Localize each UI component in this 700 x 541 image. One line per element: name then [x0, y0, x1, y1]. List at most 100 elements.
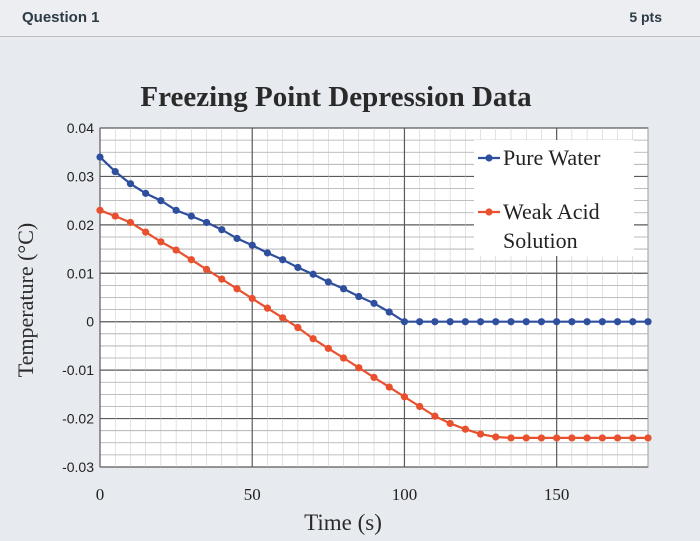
data-point	[416, 318, 424, 326]
data-point	[187, 256, 195, 264]
data-point	[446, 419, 454, 428]
data-point	[644, 434, 652, 442]
data-point	[96, 206, 104, 214]
y-tick-label: 0	[86, 314, 94, 330]
legend-label-line: Solution	[503, 228, 578, 253]
data-point	[172, 246, 180, 254]
data-point	[568, 434, 576, 442]
data-point	[248, 241, 256, 249]
data-point	[172, 206, 180, 214]
data-point	[370, 373, 378, 382]
data-point	[416, 402, 424, 411]
data-point	[263, 304, 272, 312]
data-point	[598, 318, 606, 326]
data-point	[507, 318, 515, 326]
data-point	[537, 318, 546, 326]
data-point	[583, 318, 591, 326]
data-point	[279, 314, 287, 322]
y-tick-label: 0.04	[67, 120, 94, 136]
data-point	[355, 292, 363, 301]
data-point	[629, 318, 637, 326]
x-tick-label: 150	[544, 485, 570, 504]
data-point	[553, 318, 561, 326]
x-tick-label: 0	[96, 485, 105, 504]
data-point	[431, 412, 439, 420]
legend-label-line: Weak Acid	[503, 199, 600, 224]
data-point	[537, 434, 546, 442]
data-point	[279, 256, 287, 264]
data-point	[324, 278, 332, 286]
data-point	[613, 434, 622, 442]
data-point	[400, 318, 409, 326]
data-point	[370, 299, 378, 307]
data-point	[309, 335, 317, 343]
data-point	[111, 167, 119, 176]
data-point	[507, 434, 515, 442]
data-point	[111, 212, 119, 220]
data-point	[355, 364, 363, 372]
data-point	[400, 393, 409, 401]
data-point	[202, 218, 211, 227]
data-point	[202, 265, 211, 274]
data-point	[385, 383, 393, 391]
data-point	[583, 434, 591, 442]
data-point	[644, 318, 652, 326]
data-point	[142, 228, 150, 236]
x-tick-label: 100	[392, 485, 418, 504]
y-axis-label: Temperature (°C)	[13, 223, 38, 377]
data-point	[309, 270, 317, 278]
data-point	[553, 434, 561, 442]
data-point	[522, 434, 530, 442]
chart-title: Freezing Point Depression Data	[140, 81, 532, 113]
data-point	[461, 318, 469, 326]
data-point	[385, 308, 393, 316]
question-title: Question 1	[22, 9, 100, 26]
data-point	[522, 318, 530, 326]
data-point	[446, 318, 454, 326]
data-point	[218, 275, 226, 283]
data-point	[294, 323, 302, 332]
legend-label: Weak Acid Solution	[503, 199, 600, 253]
legend-background	[474, 140, 634, 256]
y-tick-label: 0.03	[67, 168, 94, 184]
data-point	[142, 189, 150, 197]
data-point	[263, 249, 272, 257]
x-tick-label: 50	[244, 485, 261, 504]
data-point	[294, 263, 302, 272]
data-point	[476, 430, 485, 438]
y-tick-label: 0.01	[67, 265, 94, 281]
data-point	[126, 218, 135, 227]
legend-marker	[485, 154, 493, 162]
data-point	[324, 344, 332, 352]
data-point	[126, 180, 135, 188]
data-point	[629, 434, 637, 442]
question-header: Question 1 5 pts	[0, 0, 700, 37]
data-point	[339, 285, 348, 293]
data-point	[461, 425, 469, 433]
data-point	[96, 153, 104, 161]
data-point	[613, 318, 622, 326]
x-axis-label: Time (s)	[304, 510, 382, 535]
legend-marker	[485, 208, 493, 216]
data-point	[431, 318, 439, 326]
data-point	[233, 285, 241, 293]
data-point	[598, 434, 606, 442]
data-point	[476, 318, 485, 326]
y-tick-label: 0.02	[67, 217, 94, 233]
y-tick-label: -0.02	[62, 411, 94, 427]
y-tick-label: -0.01	[62, 362, 94, 378]
data-point	[492, 318, 500, 326]
data-point	[157, 238, 165, 246]
data-point	[218, 226, 226, 234]
data-point	[568, 318, 576, 326]
data-point	[492, 433, 500, 441]
y-tick-label: -0.03	[62, 459, 94, 475]
legend-label: Pure Water	[503, 145, 601, 170]
data-point	[339, 354, 348, 362]
data-point	[233, 234, 241, 243]
question-points: 5 pts	[629, 9, 662, 25]
legend: Pure Water Weak Acid Solution	[474, 140, 634, 256]
data-point	[248, 294, 256, 303]
data-point	[187, 212, 195, 220]
